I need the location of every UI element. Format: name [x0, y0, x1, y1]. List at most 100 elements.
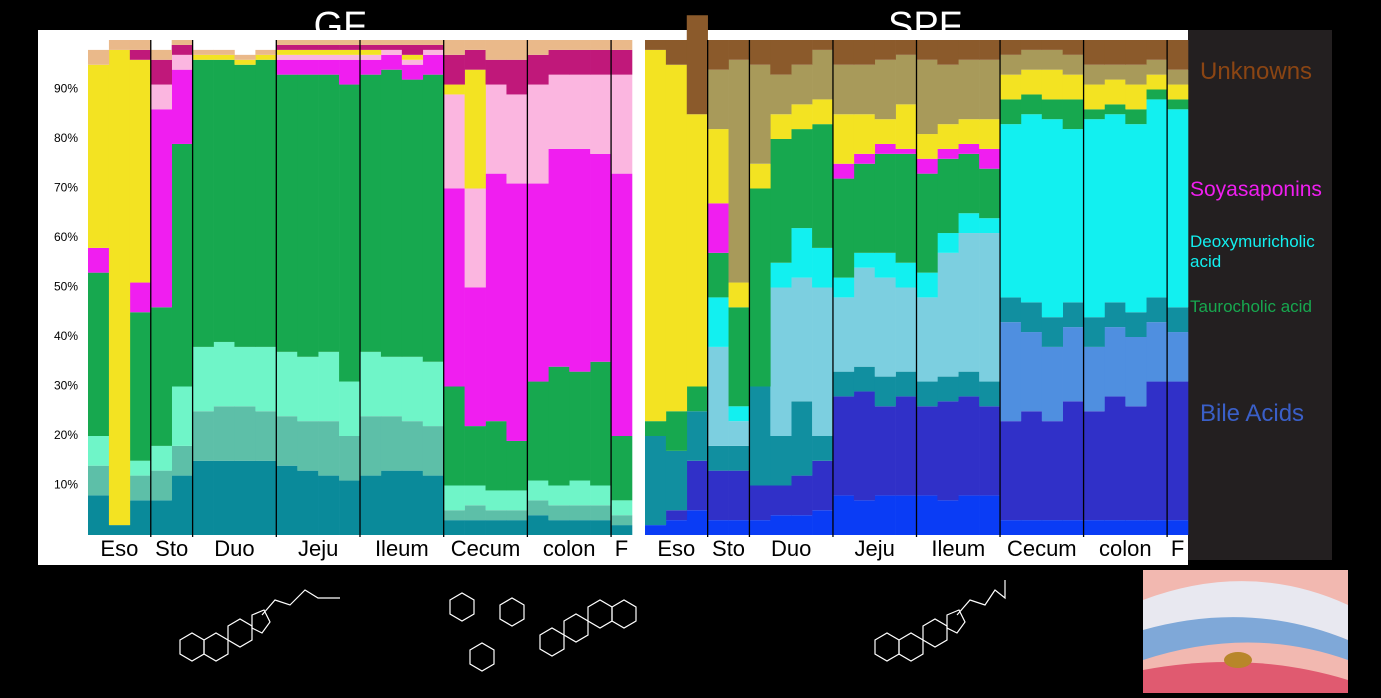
bar-segment — [109, 525, 130, 535]
bar-segment — [423, 55, 444, 75]
bar-segment — [130, 40, 151, 50]
bar-segment — [193, 55, 214, 60]
bar-segment — [465, 70, 486, 189]
bar-segment — [214, 342, 235, 406]
bar-segment — [645, 421, 666, 436]
x-group-label: Cecum — [1007, 536, 1077, 561]
bar-segment — [1063, 327, 1084, 401]
bar-segment — [611, 525, 632, 535]
bar-segment — [423, 75, 444, 362]
bar-segment — [444, 189, 465, 387]
bar-segment — [276, 466, 297, 535]
bar-segment — [645, 436, 666, 525]
bar-segment — [937, 159, 958, 233]
bar-segment — [645, 525, 666, 535]
bar-segment — [770, 40, 791, 75]
bar-segment — [276, 55, 297, 60]
bar-segment — [937, 65, 958, 124]
bar-segment — [130, 476, 151, 501]
bar-segment — [1125, 406, 1146, 520]
bar-segment — [276, 352, 297, 416]
bar-segment — [360, 40, 381, 45]
bar-segment — [1000, 124, 1021, 297]
bar-segment — [937, 149, 958, 159]
bar-segment — [1125, 65, 1146, 85]
bar-segment — [360, 416, 381, 475]
bar-segment — [193, 60, 214, 347]
bar-segment — [444, 40, 465, 55]
bar-segment — [1084, 411, 1105, 520]
bar-segment — [937, 233, 958, 253]
y-tick-label: 50% — [54, 280, 78, 294]
bar-segment — [423, 362, 444, 426]
bar-segment — [979, 233, 1000, 381]
bar-segment — [151, 60, 172, 85]
bar-segment — [896, 149, 917, 154]
bar-segment — [1063, 40, 1084, 55]
bar-segment — [486, 85, 507, 174]
bar-segment — [360, 45, 381, 50]
bar-segment — [958, 396, 979, 495]
bar-segment — [276, 45, 297, 50]
bar-segment — [318, 50, 339, 55]
bar-segment — [1000, 520, 1021, 535]
bar-segment — [958, 372, 979, 397]
x-group-label: Duo — [771, 536, 811, 561]
bar-segment — [1104, 104, 1125, 114]
bar-segment — [770, 486, 791, 516]
bar-segment — [172, 446, 193, 476]
bar-segment — [1063, 520, 1084, 535]
bar-segment — [958, 144, 979, 154]
bar-segment — [1104, 114, 1125, 302]
bar-segment — [527, 184, 548, 382]
bar-segment — [917, 297, 938, 381]
bar-segment — [729, 446, 750, 471]
bar-segment — [770, 114, 791, 139]
bar-segment — [1167, 520, 1188, 535]
bar-segment — [130, 50, 151, 60]
bar-segment — [465, 40, 486, 50]
bar-segment — [527, 500, 548, 515]
y-tick-label: 20% — [54, 428, 78, 442]
bar-segment — [381, 45, 402, 50]
bar-segment — [666, 520, 687, 535]
bar-segment — [1000, 40, 1021, 55]
bar-segment — [1084, 317, 1105, 347]
bar-segment — [833, 495, 854, 535]
bar-segment — [569, 372, 590, 481]
bar-segment — [854, 367, 875, 392]
bar-segment — [172, 144, 193, 387]
bar-segment — [833, 40, 854, 65]
bar-segment — [339, 45, 360, 50]
bar-segment — [172, 70, 193, 144]
bar-segment — [875, 253, 896, 278]
bar-segment — [611, 174, 632, 436]
bar-segment — [276, 75, 297, 352]
bar-segment — [318, 55, 339, 60]
bar-segment — [1146, 60, 1167, 75]
bar-segment — [1084, 85, 1105, 110]
bar-segment — [172, 40, 193, 45]
bar-segment — [569, 149, 590, 372]
bar-segment — [687, 461, 708, 511]
bar-segment — [548, 75, 569, 149]
bar-segment — [402, 65, 423, 80]
x-group-label: Eso — [657, 536, 695, 561]
bar-segment — [465, 50, 486, 70]
bar-segment — [1000, 55, 1021, 75]
bar-segment — [1063, 99, 1084, 129]
bar-segment — [1167, 99, 1188, 109]
bar-segment — [255, 461, 276, 535]
bar-segment — [1042, 347, 1063, 421]
bar-segment — [465, 189, 486, 288]
legend-panel — [1188, 30, 1332, 560]
bar-segment — [318, 40, 339, 45]
bar-segment — [937, 124, 958, 149]
bar-segment — [318, 476, 339, 535]
bar-segment — [1063, 75, 1084, 100]
bar-segment — [339, 50, 360, 55]
bar-segment — [611, 75, 632, 174]
bar-segment — [979, 119, 1000, 149]
bar-segment — [1125, 124, 1146, 312]
bar-segment — [1084, 65, 1105, 85]
